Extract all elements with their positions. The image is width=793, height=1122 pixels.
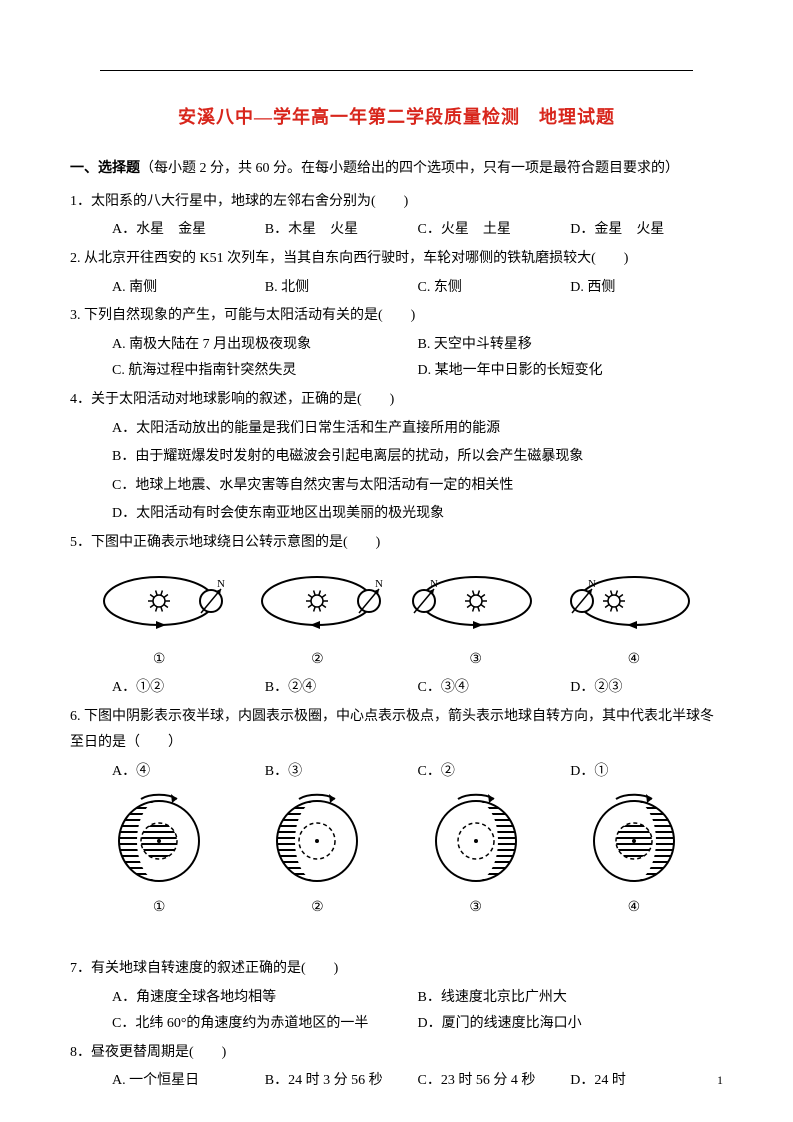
q2-opt-a: A. 南侧 — [112, 275, 265, 302]
q2-opt-c: C. 东侧 — [418, 275, 571, 302]
section-1-label: 一、选择题 — [70, 161, 140, 176]
q7-opt-c: C．北纬 60°的角速度约为赤道地区的一半 — [112, 1011, 418, 1038]
q2-opt-d: D. 西侧 — [570, 275, 723, 302]
q3-opt-c: C. 航海过程中指南针突然失灵 — [112, 358, 418, 385]
q8-stem: 8．昼夜更替周期是( ) — [70, 1040, 723, 1067]
q5-diagram-row: N ① N ② N ③ N ④ — [70, 565, 723, 674]
q4-opt-b: B．由于耀斑爆发时发射的电磁波会引起电离层的扰动，所以会产生磁暴现象 — [70, 444, 723, 471]
q6-diagram-4: ④ — [569, 793, 699, 922]
q2-options: A. 南侧 B. 北侧 C. 东侧 D. 西侧 — [70, 275, 723, 302]
q5-opt-d: D．②③ — [570, 675, 723, 702]
q1-stem: 1．太阳系的八大行星中，地球的左邻右舍分别为( ) — [70, 189, 723, 216]
q7-options-row1: A．角速度全球各地均相等 B．线速度北京比广州大 — [70, 985, 723, 1012]
q6-opt-c: C．② — [418, 759, 571, 786]
q7-opt-b: B．线速度北京比广州大 — [418, 985, 724, 1012]
section-1-desc: （每小题 2 分，共 60 分。在每小题给出的四个选项中，只有一项是最符合题目要… — [140, 161, 679, 176]
svg-text:N: N — [217, 578, 225, 590]
q3-opt-d: D. 某地一年中日影的长短变化 — [418, 358, 724, 385]
q8-options: A. 一个恒星日 B．24 时 3 分 56 秒 C．23 时 56 分 4 秒… — [70, 1068, 723, 1095]
q3-opt-b: B. 天空中斗转星移 — [418, 332, 724, 359]
q6-stem: 6. 下图中阴影表示夜半球，内圆表示极圈，中心点表示极点，箭头表示地球自转方向，… — [70, 704, 723, 757]
q1-opt-d: D．金星 火星 — [570, 217, 723, 244]
q5-opt-b: B．②④ — [265, 675, 418, 702]
q4-opt-c: C．地球上地震、水旱灾害等自然灾害与太阳活动有一定的相关性 — [70, 473, 723, 500]
exam-title: 安溪八中—学年高一年第二学段质量检测 地理试题 — [70, 100, 723, 134]
q2-opt-b: B. 北侧 — [265, 275, 418, 302]
q4-opt-a: A．太阳活动放出的能量是我们日常生活和生产直接所用的能源 — [70, 416, 723, 443]
q6-options: A．④ B．③ C．② D．① — [70, 759, 723, 786]
svg-text:N: N — [588, 578, 596, 590]
q3-opt-a: A. 南极大陆在 7 月出现极夜现象 — [112, 332, 418, 359]
q4-stem: 4．关于太阳活动对地球影响的叙述，正确的是( ) — [70, 387, 723, 414]
q7-opt-d: D．厦门的线速度比海口小 — [418, 1011, 724, 1038]
q1-opt-b: B．木星 火星 — [265, 217, 418, 244]
q5-opt-c: C．③④ — [418, 675, 571, 702]
q6-diagram-1: ① — [94, 793, 224, 922]
q6-diagram-2: ② — [252, 793, 382, 922]
svg-text:N: N — [430, 578, 438, 590]
q6-diagram-3: ③ — [411, 793, 541, 922]
q7-opt-a: A．角速度全球各地均相等 — [112, 985, 418, 1012]
q5-diagram-2: N ② — [247, 565, 387, 674]
q5-opt-a: A．①② — [112, 675, 265, 702]
section-1-header: 一、选择题（每小题 2 分，共 60 分。在每小题给出的四个选项中，只有一项是最… — [70, 156, 723, 183]
q5-diagram-4: N ④ — [564, 565, 704, 674]
q8-opt-a: A. 一个恒星日 — [112, 1068, 265, 1095]
q1-opt-a: A．水星 金星 — [112, 217, 265, 244]
q6-diagram-row: ① ② ③ ④ — [70, 793, 723, 922]
q5-diagram-1: N ① — [89, 565, 229, 674]
q1-options: A．水星 金星 B．木星 火星 C．火星 土星 D．金星 火星 — [70, 217, 723, 244]
q2-stem: 2. 从北京开往西安的 K51 次列车，当其自东向西行驶时，车轮对哪侧的铁轨磨损… — [70, 246, 723, 273]
q3-options-row2: C. 航海过程中指南针突然失灵 D. 某地一年中日影的长短变化 — [70, 358, 723, 385]
q3-stem: 3. 下列自然现象的产生，可能与太阳活动有关的是( ) — [70, 303, 723, 330]
header-rule — [100, 70, 693, 71]
q5-options: A．①② B．②④ C．③④ D．②③ — [70, 675, 723, 702]
q6-opt-d: D．① — [570, 759, 723, 786]
page-number: 1 — [717, 1069, 723, 1092]
q6-opt-b: B．③ — [265, 759, 418, 786]
q6-opt-a: A．④ — [112, 759, 265, 786]
q5-stem: 5．下图中正确表示地球绕日公转示意图的是( ) — [70, 530, 723, 557]
q8-opt-c: C．23 时 56 分 4 秒 — [418, 1068, 571, 1095]
q5-diagram-3: N ③ — [406, 565, 546, 674]
q8-opt-b: B．24 时 3 分 56 秒 — [265, 1068, 418, 1095]
q7-options-row2: C．北纬 60°的角速度约为赤道地区的一半 D．厦门的线速度比海口小 — [70, 1011, 723, 1038]
q7-stem: 7．有关地球自转速度的叙述正确的是( ) — [70, 956, 723, 983]
q4-opt-d: D．太阳活动有时会使东南亚地区出现美丽的极光现象 — [70, 501, 723, 528]
q8-opt-d: D．24 时 — [570, 1068, 723, 1095]
q1-opt-c: C．火星 土星 — [418, 217, 571, 244]
svg-text:N: N — [375, 578, 383, 590]
q3-options-row1: A. 南极大陆在 7 月出现极夜现象 B. 天空中斗转星移 — [70, 332, 723, 359]
